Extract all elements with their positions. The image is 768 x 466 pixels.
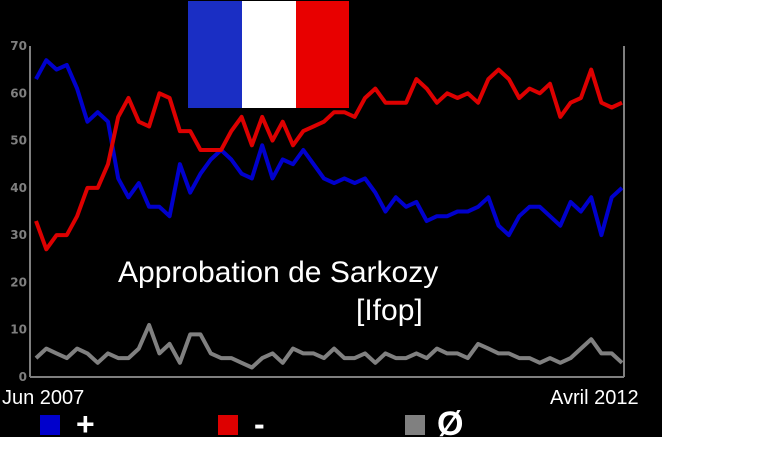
legend-label: Ø (437, 405, 463, 437)
y-tick-label: 0 (19, 370, 27, 384)
y-tick-labels: 0 10 20 30 40 50 60 70 (10, 39, 27, 384)
chart-title: Approbation de Sarkozy (118, 256, 438, 289)
y-tick-label: 20 (10, 275, 27, 289)
line-chart: 0 10 20 30 40 50 60 70 Approbation de Sarkozy [… (2, 1, 639, 437)
chart-canvas: 0 10 20 30 40 50 60 70 Approbation de Sarkozy [… (0, 0, 662, 437)
series-line (34, 67, 623, 252)
legend-swatch (40, 415, 60, 435)
y-tick-label: 50 (10, 134, 27, 148)
french-flag-icon (188, 1, 349, 108)
x-end-label: Avril 2012 (550, 387, 639, 409)
legend-label: - (254, 406, 265, 437)
flag-stripe-white (242, 1, 296, 108)
x-start-label: Jun 2007 (2, 387, 84, 409)
series-layer (34, 58, 624, 370)
legend-swatch (218, 415, 238, 435)
y-tick-label: 60 (10, 86, 27, 100)
y-tick-label: 40 (10, 181, 27, 195)
series-line (34, 323, 624, 370)
flag-stripe-blue (188, 1, 242, 108)
y-tick-label: 70 (10, 39, 27, 53)
y-tick-label: 30 (10, 228, 27, 242)
flag-stripe-red (296, 1, 349, 108)
series-line (34, 58, 624, 238)
legend-swatch (405, 415, 425, 435)
chart-legend: + - Ø (40, 405, 463, 437)
y-tick-label: 10 (10, 323, 27, 337)
chart-subtitle: [Ifop] (356, 294, 423, 327)
legend-label: + (76, 406, 95, 437)
